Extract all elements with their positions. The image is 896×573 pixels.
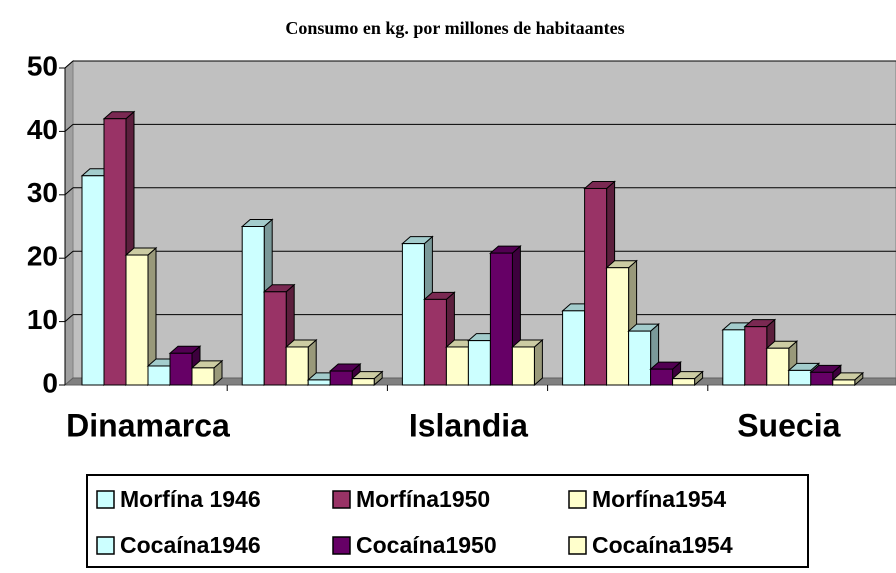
bar-face [125,254,149,386]
bar-face [329,370,353,386]
bar-face [628,330,652,386]
bar-face [147,365,171,386]
legend-label: Morfína 1946 [120,486,261,512]
legend-swatch [332,536,351,555]
bar-face [445,346,469,386]
bar [489,245,522,387]
bar [284,338,318,387]
bar-face [169,352,193,386]
grid-line [64,60,74,69]
legend-label: Cocaína1946 [120,532,261,558]
bar-face [489,252,513,386]
bar-face [584,187,608,386]
bar-face [351,378,375,386]
y-tick-label: 50 [27,50,58,81]
bar-face [191,367,215,386]
legend-swatch [332,490,351,509]
bar-face [744,326,768,386]
y-tick-label: 30 [27,177,58,208]
bar-face [606,267,630,386]
legend-swatch [568,536,587,555]
y-tick-label: 0 [42,367,58,398]
bar-face [103,118,127,386]
bar [831,371,865,387]
bar [423,291,456,387]
bar-face [650,368,674,386]
legend-label: Morfína1954 [592,486,726,512]
bar-face [307,379,331,386]
x-tick-label: Suecia [737,407,840,443]
legend-label: Morfína1950 [356,486,490,512]
bar-face [401,243,425,386]
bar-face [766,347,790,386]
bar [671,370,704,387]
legend-label: Cocaína1950 [356,532,497,558]
bar-face [562,310,586,386]
bar-face [832,379,856,386]
y-tick-label: 10 [27,304,58,335]
y-tick-label: 40 [27,114,58,145]
bar-face [423,298,447,386]
legend-swatch [96,536,115,555]
bar [627,323,660,387]
bar-face [241,226,265,386]
bar-face [810,371,834,386]
bar [124,246,158,387]
x-tick-label: Dinamarca [66,407,230,443]
grid-line [64,250,74,259]
bar-face [533,338,543,387]
bar-face [722,329,746,386]
bar-face [788,369,812,386]
grid-line [64,314,74,322]
chart-title: Consumo en kg. por millones de habitaant… [285,18,624,38]
legend-swatch [568,490,587,509]
side-wall [64,59,74,387]
grid-line [64,187,74,196]
bar-face [81,175,105,386]
legend [86,474,809,568]
bar-face [467,340,491,386]
legend-swatch [96,490,115,509]
legend-label: Cocaína1954 [592,532,733,558]
x-tick-label: Islandia [409,407,528,443]
bar [511,338,544,387]
bar-face [511,346,535,386]
bar [649,361,682,387]
bar-face [285,346,309,386]
bar-face [672,378,696,386]
bar-face [263,291,287,386]
bar [190,359,224,387]
y-tick-label: 20 [27,241,58,272]
grid-line [64,124,74,132]
bar [350,370,384,387]
